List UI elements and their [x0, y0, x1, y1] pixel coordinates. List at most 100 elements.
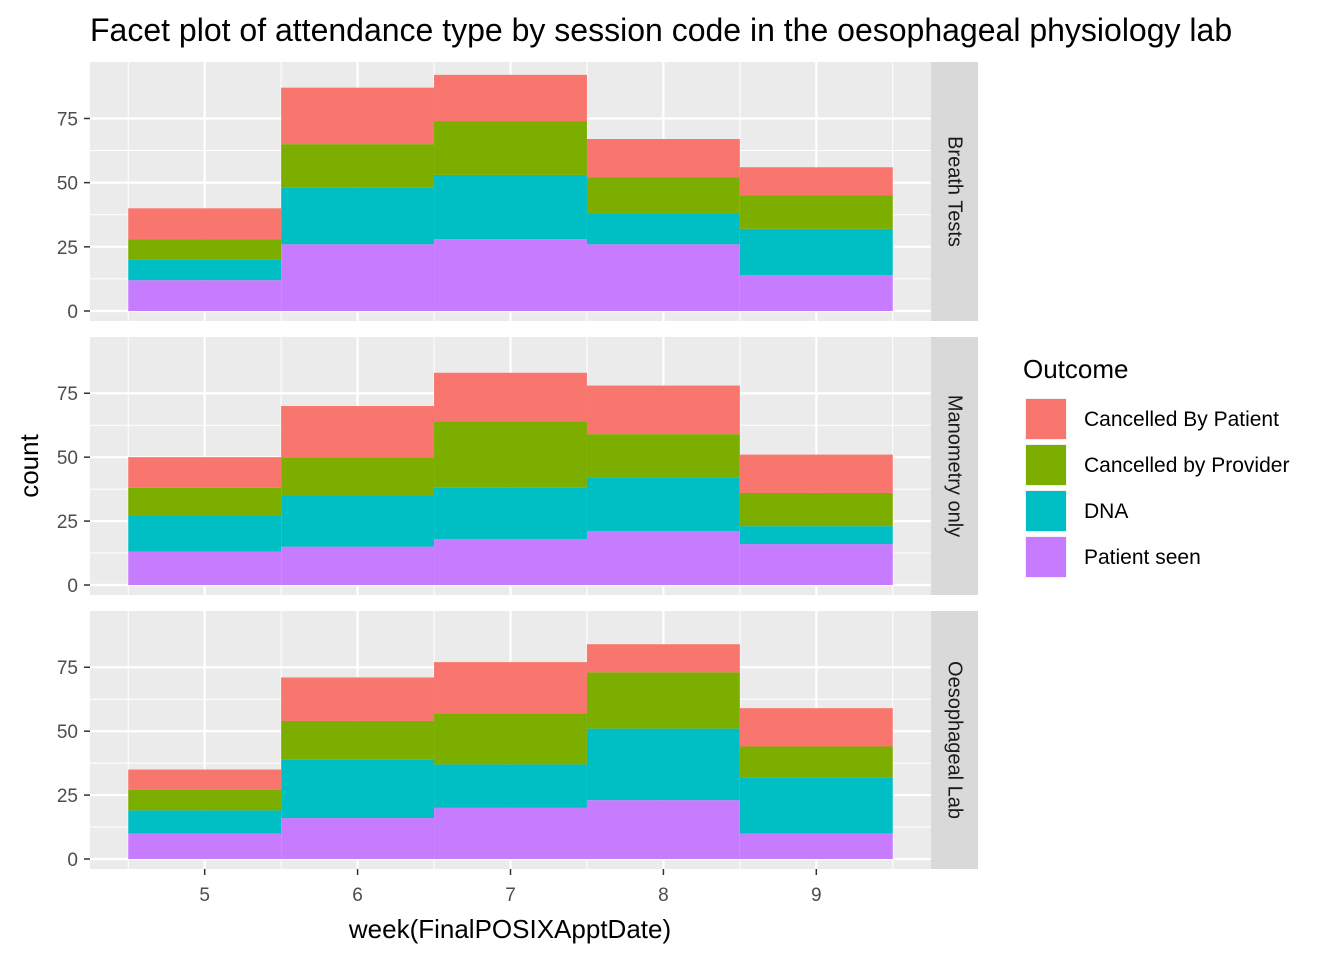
- bar-segment: [739, 492, 893, 527]
- legend-key: [1026, 537, 1066, 577]
- bar-segment: [434, 74, 587, 122]
- x-axis-title: week(FinalPOSIXApptDate): [348, 914, 671, 944]
- bar-segment: [739, 454, 893, 493]
- x-axis: 5 6 7 8 9: [199, 869, 822, 906]
- legend-label: Patient seen: [1084, 546, 1201, 569]
- facet-panel: 0 25 50 75 Manometry only: [57, 337, 978, 597]
- bar-segment: [586, 385, 740, 435]
- facet-strip-label: Breath Tests: [944, 136, 966, 247]
- x-tick-label: 5: [199, 885, 210, 906]
- y-tick-label: 75: [57, 384, 78, 405]
- bar-segment: [434, 121, 587, 175]
- y-tick-label: 50: [57, 448, 78, 469]
- bar-segment: [586, 434, 740, 478]
- bar-segment: [434, 713, 587, 765]
- bar-segment: [586, 728, 740, 801]
- y-tick-label: 25: [57, 786, 78, 807]
- bar-segment: [739, 833, 893, 859]
- legend-label: DNA: [1084, 500, 1128, 523]
- bar-segment: [434, 662, 587, 714]
- chart-title: Facet plot of attendance type by session…: [90, 12, 1232, 48]
- bar-segment: [281, 87, 435, 145]
- bar-segment: [281, 720, 435, 760]
- bar-segment: [128, 789, 282, 811]
- bar-segment: [586, 531, 740, 585]
- y-tick-label: 75: [57, 658, 78, 679]
- y-tick-label: 75: [57, 109, 78, 130]
- bar-segment: [586, 139, 740, 178]
- facet-strip-label: Oesophageal Lab: [944, 661, 966, 819]
- bar-segment: [434, 239, 587, 311]
- bar-segment: [128, 551, 282, 585]
- bar-segment: [586, 177, 740, 214]
- facet-strip: [931, 62, 978, 321]
- bar-segment: [739, 195, 893, 229]
- legend-key: [1026, 399, 1066, 439]
- y-tick-label: 25: [57, 512, 78, 533]
- y-tick-label: 50: [57, 722, 78, 743]
- y-axis-title: count: [14, 433, 44, 497]
- bar-segment: [281, 457, 435, 496]
- bar-segment: [128, 208, 282, 240]
- bar-segment: [434, 421, 587, 488]
- bar-segment: [128, 457, 282, 488]
- bar-segment: [281, 244, 435, 311]
- bar-segment: [434, 538, 587, 585]
- bar-segment: [128, 769, 282, 790]
- legend-key: [1026, 445, 1066, 485]
- bar-segment: [281, 818, 435, 859]
- facet-panel: 0 25 50 75 Oesophageal Lab: [57, 611, 978, 871]
- facet-strip-label: Manometry only: [944, 395, 966, 537]
- bar-segment: [739, 167, 893, 196]
- bar-segment: [739, 544, 893, 585]
- bar-segment: [128, 280, 282, 311]
- bar-segment: [281, 759, 435, 819]
- x-tick-label: 6: [352, 885, 363, 906]
- bar-segment: [281, 495, 435, 547]
- legend-label: Cancelled by Provider: [1084, 454, 1289, 477]
- bar-segment: [586, 477, 740, 532]
- x-tick-label: 9: [811, 885, 822, 906]
- y-tick-label: 50: [57, 174, 78, 195]
- bar-segment: [586, 213, 740, 245]
- legend-title: Outcome: [1023, 354, 1129, 384]
- facet-panels: 0 25 50 75 Breath Tests 0 25 50 75 Manometry only…: [57, 62, 978, 871]
- bar-segment: [281, 144, 435, 188]
- x-tick-label: 8: [658, 885, 669, 906]
- bar-segment: [739, 708, 893, 747]
- bar-segment: [739, 275, 893, 311]
- bar-segment: [128, 259, 282, 281]
- bar-segment: [128, 515, 282, 552]
- bar-segment: [434, 487, 587, 539]
- y-tick-label: 25: [57, 238, 78, 259]
- bar-segment: [586, 672, 740, 729]
- bar-segment: [128, 833, 282, 859]
- bar-segment: [434, 807, 587, 859]
- bar-segment: [128, 239, 282, 260]
- bar-segment: [586, 244, 740, 311]
- legend-key: [1026, 491, 1066, 531]
- bar-segment: [434, 174, 587, 240]
- bar-segment: [739, 228, 893, 276]
- legend-label: Cancelled By Patient: [1084, 408, 1279, 431]
- facet-strip: [931, 337, 978, 595]
- bar-segment: [739, 746, 893, 778]
- bar-segment: [739, 526, 893, 545]
- facet-panel: 0 25 50 75 Breath Tests: [57, 62, 978, 323]
- y-tick-label: 0: [67, 302, 78, 323]
- y-tick-label: 0: [67, 850, 78, 871]
- bar-segment: [128, 810, 282, 834]
- bar-segment: [586, 644, 740, 673]
- bar-segment: [434, 372, 587, 422]
- bar-segment: [434, 764, 587, 808]
- y-tick-label: 0: [67, 576, 78, 597]
- legend: Outcome Cancelled By Patient Cancelled by…: [1023, 354, 1289, 578]
- bar-segment: [281, 187, 435, 245]
- bar-segment: [739, 777, 893, 834]
- bar-segment: [128, 487, 282, 516]
- x-tick-label: 7: [505, 885, 516, 906]
- bar-segment: [281, 406, 435, 458]
- facet-strip: [931, 611, 978, 869]
- bar-segment: [586, 800, 740, 859]
